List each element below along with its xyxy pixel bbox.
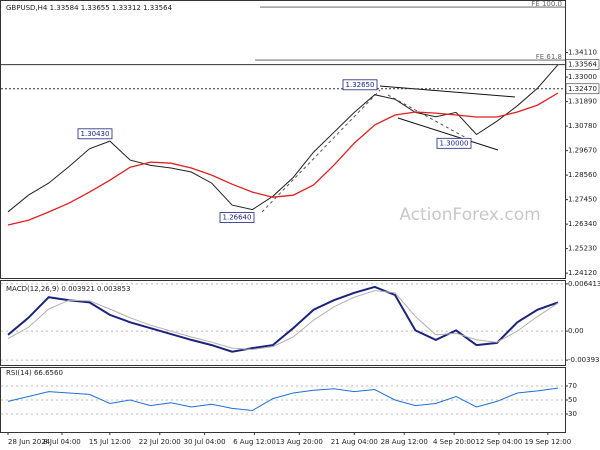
price-tag-label: 1.32470 xyxy=(568,85,597,93)
price-tag-label: 1.33564 xyxy=(568,61,597,69)
fib-label: FE 61.8 xyxy=(536,53,562,61)
price-tag xyxy=(565,83,600,95)
watermark: ActionForex.com xyxy=(399,205,540,225)
x-tick-label: 19 Sep 12:00 xyxy=(524,438,571,446)
callout-box xyxy=(219,212,255,223)
x-tick-label: 4 Sep 20:00 xyxy=(433,438,475,446)
y-tick-label: 1.33000 xyxy=(568,73,597,81)
callout-box xyxy=(342,79,378,91)
x-tick-label: 13 Aug 20:00 xyxy=(276,438,323,446)
callout-label: 1.32650 xyxy=(346,81,375,89)
x-tick-label: 21 Aug 04:00 xyxy=(331,438,378,446)
callout-label: 1.30430 xyxy=(81,130,110,138)
y-tick-label: 1.29670 xyxy=(568,147,597,155)
price-tag xyxy=(565,59,600,70)
y-tick-label: 1.28560 xyxy=(568,171,597,179)
y-tick-label: 1.25230 xyxy=(568,245,597,253)
price-frame xyxy=(0,0,566,279)
y-tick-label: 1.31890 xyxy=(568,98,597,106)
x-tick-label: 30 Jul 04:00 xyxy=(184,438,226,446)
fib-label: FE 100.0 xyxy=(531,0,562,8)
callout-box xyxy=(436,137,472,149)
y-tick-label: 30 xyxy=(568,410,577,418)
callout-label: 1.26640 xyxy=(223,214,252,222)
x-tick-label: 6 Aug 12:00 xyxy=(233,438,276,446)
trend-line xyxy=(261,89,381,213)
x-tick-label: 12 Sep 04:00 xyxy=(476,438,523,446)
series-line xyxy=(7,290,559,351)
y-tick-label: -0.003938 xyxy=(568,356,600,364)
x-tick-label: 28 Jun 2024 xyxy=(8,438,51,446)
trend-line xyxy=(397,117,499,151)
trend-line xyxy=(387,94,471,141)
x-tick-label: 15 Jul 12:00 xyxy=(89,438,131,446)
panel-title: MACD(12,26,9) 0.003921 0.003853 xyxy=(6,285,130,293)
series-line xyxy=(7,64,559,213)
panel-title: RSI(14) 66.6560 xyxy=(6,369,63,377)
trend-line xyxy=(379,85,516,98)
y-tick-label: 1.34110 xyxy=(568,49,597,57)
series-line xyxy=(7,285,559,353)
y-tick-label: 1.24120 xyxy=(568,269,597,277)
y-tick-label: 50 xyxy=(568,396,577,404)
x-tick-label: 8 Jul 04:00 xyxy=(43,438,81,446)
y-tick-label: 1.27450 xyxy=(568,196,597,204)
rsi-frame xyxy=(0,367,566,433)
y-tick-label: 1.30780 xyxy=(568,122,597,130)
y-tick-label: 70 xyxy=(568,382,577,390)
y-tick-label: 0.006413 xyxy=(568,280,600,288)
y-tick-label: 0.00 xyxy=(568,327,584,335)
x-tick-label: 28 Aug 12:00 xyxy=(381,438,428,446)
panel-title: GBPUSD,H4 1.33584 1.33655 1.33312 1.3356… xyxy=(6,4,173,12)
callout-label: 1.30000 xyxy=(440,139,469,147)
macd-frame xyxy=(0,280,566,366)
callout-box xyxy=(77,128,113,140)
series-line xyxy=(7,92,559,226)
series-line xyxy=(7,387,559,412)
x-tick-label: 22 Jul 20:00 xyxy=(139,438,181,446)
y-tick-label: 1.26340 xyxy=(568,220,597,228)
